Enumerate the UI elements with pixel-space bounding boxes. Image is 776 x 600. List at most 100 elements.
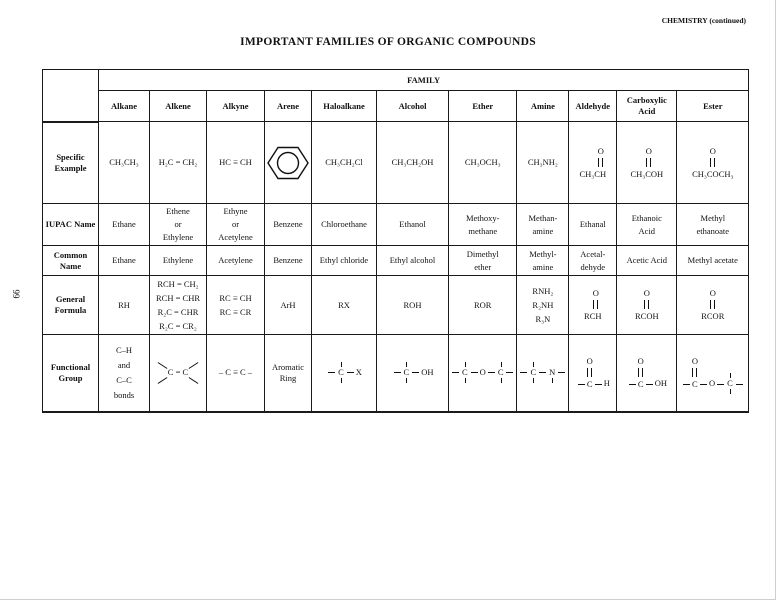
cell-common-ester: Methyl acetate: [676, 245, 750, 276]
double-bond-icon: [644, 300, 650, 309]
col-header-alkene: Alkene: [149, 90, 207, 122]
cell-general-ester: O RCOR: [676, 275, 750, 335]
carboxylic-general-structure: O RCOH: [618, 288, 675, 322]
hydroxyl-label: OH: [421, 367, 434, 378]
cell-functional-amine: C N: [516, 334, 570, 413]
carbon-with-bonds: C: [337, 362, 345, 384]
carbonyl-carbon-group: O C: [587, 356, 593, 390]
cell-specific-alkyne: HC ≡ CH: [206, 121, 265, 204]
cell-functional-carboxylic: O C OH: [616, 334, 678, 413]
double-bond-icon: [710, 300, 716, 309]
double-bond-icon: [646, 157, 652, 167]
double-bond-icon: [638, 367, 644, 377]
bond-tick-icon: [500, 362, 502, 368]
carbon-label: C: [637, 378, 644, 389]
cell-functional-aldehyde: O C H: [568, 334, 618, 413]
cell-iupac-alcohol: Ethanol: [376, 203, 449, 246]
cell-specific-ether: CH₃OCH₃: [447, 121, 518, 204]
alkene-cc-label: C = C: [167, 367, 189, 378]
ester-structure: O CH₃COCH₃: [678, 146, 747, 180]
bond-tick-icon: [406, 362, 408, 368]
cell-specific-carboxylic: O CH₃COH: [616, 121, 678, 204]
cell-iupac-haloalkane: Chloroethane: [311, 203, 377, 246]
col-header-alcohol: Alcohol: [376, 90, 449, 122]
ester-fg-structure: O C O C: [678, 356, 747, 394]
cell-iupac-alkene: Ethene or Ethylene: [149, 203, 207, 246]
col-header-ester: Ester: [676, 90, 750, 122]
cell-general-alcohol: ROH: [376, 275, 449, 335]
carbonyl-oxygen-group: O: [710, 288, 716, 311]
carbon-with-bonds: C: [403, 362, 411, 384]
cell-functional-alkane: C–H and C–C bonds: [98, 334, 150, 413]
bond-icon: [539, 372, 547, 374]
carbon-with-bonds: C: [726, 372, 734, 394]
cell-iupac-arene: Benzene: [264, 203, 312, 246]
carbon-label: C: [692, 378, 698, 389]
cell-common-haloalkane: Ethyl chloride: [311, 245, 377, 276]
formula-text: RCOH: [634, 311, 659, 321]
double-bond-icon: [587, 367, 593, 377]
cell-specific-aldehyde: O CH₃CH: [568, 121, 618, 204]
bond-tick-icon: [406, 378, 408, 384]
carbon-with-bonds: C: [529, 362, 537, 384]
cell-iupac-ether: Methoxy- methane: [447, 203, 518, 246]
bond-icon: [487, 372, 495, 374]
double-bond-icon: [692, 367, 698, 377]
cell-specific-haloalkane: CH₃CH₂Cl: [311, 121, 377, 204]
cell-iupac-ester: Methyl ethanoate: [676, 203, 750, 246]
oxygen-label: O: [645, 145, 652, 156]
aldehyde-fg-structure: O C H: [570, 356, 615, 390]
cell-specific-arene: [264, 121, 312, 204]
bond-tick-icon: [340, 378, 342, 384]
oxygen-label: O: [597, 145, 604, 156]
benzene-ring-icon: [267, 146, 309, 179]
oxygen-label: O: [691, 355, 698, 366]
cell-common-alkyne: Acetylene: [206, 245, 265, 276]
bond-icon: [735, 383, 743, 385]
header-continued-note: CHEMISTRY (continued): [661, 16, 746, 25]
cell-common-amine: Methyl- amine: [516, 245, 570, 276]
cell-functional-alkyne: – C ≡ C –: [206, 334, 265, 413]
cell-common-alkane: Ethane: [98, 245, 150, 276]
bond-icon: [346, 372, 354, 374]
bond-tick-icon: [729, 388, 731, 394]
bond-icon: [520, 372, 528, 374]
amine-structure: C N: [518, 362, 567, 384]
col-header-carboxylic-acid: Carboxylic Acid: [616, 90, 678, 122]
cell-common-alkene: Ethylene: [149, 245, 207, 276]
carbon-label: C: [586, 378, 593, 389]
carbonyl-oxygen-group: O: [646, 146, 652, 169]
haloalkane-structure: C X: [313, 362, 375, 384]
bond-icon: [470, 372, 478, 374]
bond-tick-icon: [552, 378, 554, 384]
cell-functional-alcohol: C OH: [376, 334, 449, 413]
bond-tick-icon: [464, 378, 466, 384]
cell-general-alkyne: RC ≡ CH RC ≡ CR: [206, 275, 265, 335]
cell-iupac-alkyne: Ethyne or Acetylene: [206, 203, 265, 246]
formula-text: CH₃COH: [630, 168, 664, 179]
hydrogen-label: H: [603, 377, 610, 388]
oxygen-label: O: [592, 288, 599, 298]
cell-iupac-carboxylic: Ethanoic Acid: [616, 203, 678, 246]
oxygen-label: O: [709, 288, 716, 298]
formula-text: RCH: [584, 311, 602, 321]
carbonyl-oxygen-group: O: [644, 288, 650, 311]
cell-specific-alkane: CH₃CH₃: [98, 121, 150, 204]
cell-common-carboxylic: Acetic Acid: [616, 245, 678, 276]
carbonyl-oxygen-group: O: [598, 146, 604, 169]
col-header-aldehyde: Aldehyde: [568, 90, 618, 122]
carbonyl-carbon-group: O C: [692, 356, 698, 390]
cell-iupac-aldehyde: Ethanal: [568, 203, 618, 246]
aldehyde-general-structure: O RCH: [570, 288, 615, 322]
col-header-haloalkane: Haloalkane: [311, 90, 377, 122]
cell-common-aldehyde: Acetal- dehyde: [568, 245, 618, 276]
cell-common-ether: Dimethyl ether: [447, 245, 518, 276]
row-label-iupac-name: IUPAC Name: [42, 203, 99, 246]
bond-tick-icon: [729, 372, 731, 378]
bond-icon: [594, 383, 602, 385]
cell-iupac-alkane: Ethane: [98, 203, 150, 246]
bond-tick-icon: [500, 378, 502, 384]
cell-specific-alkene: H₂C = CH₂: [149, 121, 207, 204]
page-number: 66: [11, 289, 22, 299]
